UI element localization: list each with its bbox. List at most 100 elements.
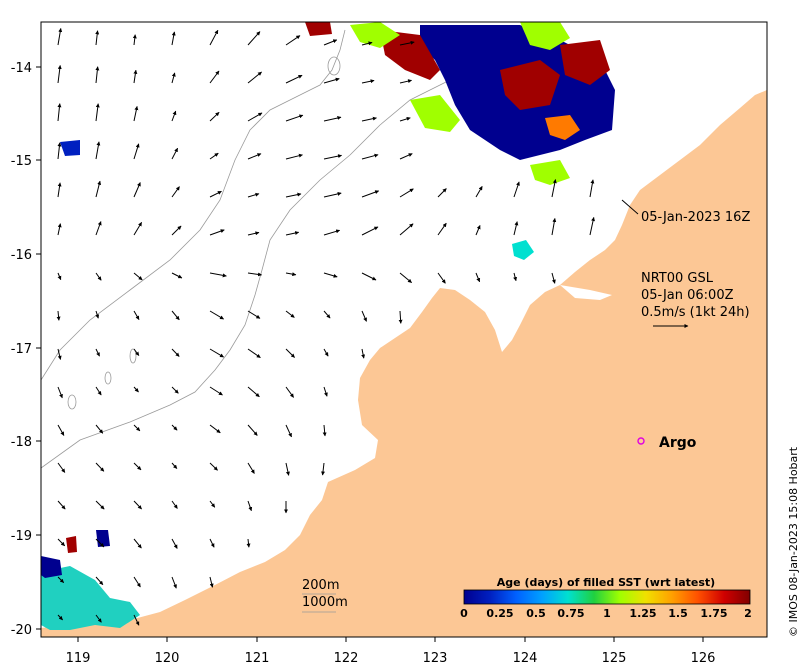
timestamp-label: 05-Jan-2023 16Z [641, 210, 750, 225]
contour-1000m-label: 1000m [302, 595, 348, 610]
sst-patch-navy-bottom [41, 556, 62, 578]
current-vector-arrow [95, 141, 101, 160]
current-vector-arrow [247, 153, 262, 160]
current-vector-arrow [551, 272, 556, 284]
sst-patches [41, 22, 615, 630]
colorbar: Age (days) of filled SST (wrt latest) 0 … [460, 576, 752, 620]
current-vector-arrow [133, 106, 139, 122]
colorbar-tick: 1 [603, 607, 611, 620]
coastal-islands [540, 170, 630, 300]
current-vector-arrow [247, 112, 263, 122]
sst-patch-darkred-top [305, 22, 332, 36]
current-vector-arrow [171, 538, 178, 549]
colorbar-tick: 0 [460, 607, 468, 620]
sst-patch-lime-2 [520, 22, 570, 50]
current-vector-arrow [171, 462, 178, 469]
current-vector-arrow [133, 182, 141, 198]
current-vector-arrow [399, 153, 413, 160]
current-vector-arrow [171, 147, 179, 160]
sst-patch-lime-3 [410, 95, 460, 132]
current-vector-arrow [209, 70, 220, 84]
current-vector-arrow [133, 272, 143, 281]
current-vector-arrow [171, 186, 180, 198]
current-vector-arrow [133, 614, 140, 626]
y-tick-label: -18 [11, 435, 32, 450]
current-vector-arrow [361, 190, 380, 198]
colorbar-tick: 1.75 [700, 607, 727, 620]
current-vector-arrow [323, 116, 342, 122]
current-vector-arrow [171, 386, 179, 394]
current-vector-arrow [399, 272, 412, 283]
current-vector-arrow [285, 231, 300, 236]
current-vector-arrow [95, 424, 104, 434]
current-vector-arrow [133, 386, 139, 393]
sst-patch-navy-bottom-2 [96, 530, 110, 547]
current-vector-arrow [56, 310, 61, 321]
current-vector-arrow [171, 31, 176, 46]
current-vector-arrow [361, 79, 375, 84]
current-vector-arrow [95, 272, 102, 281]
current-vector-arrow [133, 500, 142, 510]
current-vector-arrow [209, 272, 227, 278]
current-vector-arrow [209, 229, 225, 236]
current-vector-arrow [57, 272, 62, 281]
scale-label: 0.5m/s (1kt 24h) [641, 305, 750, 320]
current-vector-arrow [133, 462, 142, 471]
current-vector-arrow [246, 538, 251, 548]
current-vector-arrow [57, 65, 62, 84]
current-vector-arrow [95, 180, 102, 198]
current-vector-arrow [171, 272, 183, 279]
current-vector-arrow [361, 116, 377, 122]
current-vector-arrow [133, 143, 140, 160]
current-vectors [56, 28, 595, 626]
x-tick-label: 122 [334, 651, 359, 666]
model-label: NRT00 GSL [641, 271, 714, 286]
current-vector-arrow [209, 310, 224, 320]
current-vector-arrow [361, 153, 379, 160]
current-vector-arrow [57, 576, 65, 583]
current-vector-arrow [57, 386, 63, 399]
current-vector-arrow [247, 310, 261, 319]
current-vector-arrow [209, 500, 216, 508]
y-tick-label: -15 [11, 154, 32, 169]
current-vector-arrow [321, 462, 326, 476]
current-vector-arrow [437, 222, 447, 236]
current-vector-arrow [285, 153, 303, 160]
sst-patch-lime [350, 22, 400, 48]
current-vector-arrow [57, 348, 62, 360]
current-vector-arrow [247, 500, 253, 512]
current-vector-arrow [57, 424, 65, 436]
current-vector-arrow [285, 74, 303, 84]
current-vector-arrow [95, 500, 105, 510]
current-vector-arrow [95, 576, 104, 586]
current-vector-arrow [57, 28, 63, 46]
current-vector-arrow [285, 386, 295, 398]
current-vector-arrow [437, 272, 446, 284]
current-vector-arrow [323, 310, 331, 319]
y-tick-label: -17 [11, 342, 32, 357]
current-vector-arrow [133, 348, 140, 356]
y-tick-label: -16 [11, 248, 32, 263]
current-vector-arrow [247, 386, 260, 398]
land-mass [41, 22, 767, 637]
current-vector-arrow [361, 348, 366, 359]
sst-patch-orange [545, 115, 580, 140]
contour-1000m [41, 29, 346, 381]
current-vector-arrow [209, 348, 224, 358]
current-vector-arrow [437, 188, 447, 198]
current-vector-arrow [209, 386, 223, 396]
argo-marker [637, 437, 645, 445]
colorbar-title: Age (days) of filled SST (wrt latest) [497, 576, 715, 589]
current-vector-arrow [399, 116, 411, 122]
current-vector-arrow [95, 66, 100, 84]
current-vector-arrow [247, 348, 261, 359]
current-vector-arrow [285, 114, 304, 122]
current-vector-arrow [247, 462, 255, 474]
current-vector-arrow [323, 272, 338, 278]
current-vector-arrow [95, 310, 100, 319]
current-vector-arrow [247, 231, 260, 236]
y-tick-label: -19 [11, 529, 32, 544]
current-vector-arrow [399, 188, 414, 198]
model-time-label: 05-Jan 06:00Z [641, 288, 734, 303]
current-vector-arrow [57, 462, 66, 473]
